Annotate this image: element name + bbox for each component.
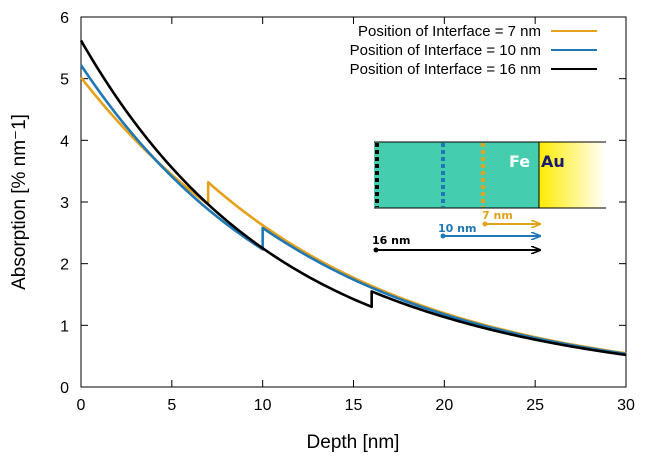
series-line-7nm [79,76,627,355]
x-tick-label: 25 [526,397,544,414]
au-label: Au [541,152,565,171]
axis-ticks: 0 5 10 15 20 25 30 0 1 2 3 4 5 6 [60,10,635,414]
y-tick-label: 5 [60,72,69,89]
series-line-16nm [79,39,627,357]
x-tick-label: 15 [345,397,363,414]
x-tick-label: 5 [167,397,176,414]
y-tick-label: 6 [60,10,69,27]
fe-layer [374,142,539,208]
x-tick-label: 20 [435,397,453,414]
y-tick-label: 1 [60,318,69,335]
arrow-label-16nm: 16 nm [372,234,410,247]
y-tick-label: 2 [60,257,69,274]
y-tick-label: 3 [60,195,69,212]
series-line-10nm [79,64,627,356]
legend-label-10nm: Position of Interface = 10 nm [350,42,541,59]
legend-label-16nm: Position of Interface = 16 nm [350,61,541,78]
legend: Position of Interface = 7 nm Position of… [350,23,597,78]
x-axis-title: Depth [nm] [307,432,400,453]
x-tick-label: 0 [77,397,86,414]
inset-schematic: Fe Au 7 nm 10 nm 16 nm [372,141,606,253]
y-tick-label: 4 [60,133,69,150]
arrow-label-10nm: 10 nm [438,222,476,235]
au-layer [539,142,606,208]
x-tick-label: 30 [617,397,635,414]
series-layer [79,39,627,357]
y-axis-title: Absorption [% nm⁻1] [9,114,30,290]
y-tick-label: 0 [60,380,69,397]
fe-label: Fe [509,152,530,171]
arrow-label-7nm: 7 nm [482,209,513,222]
legend-label-7nm: Position of Interface = 7 nm [358,23,541,40]
x-tick-label: 10 [254,397,272,414]
